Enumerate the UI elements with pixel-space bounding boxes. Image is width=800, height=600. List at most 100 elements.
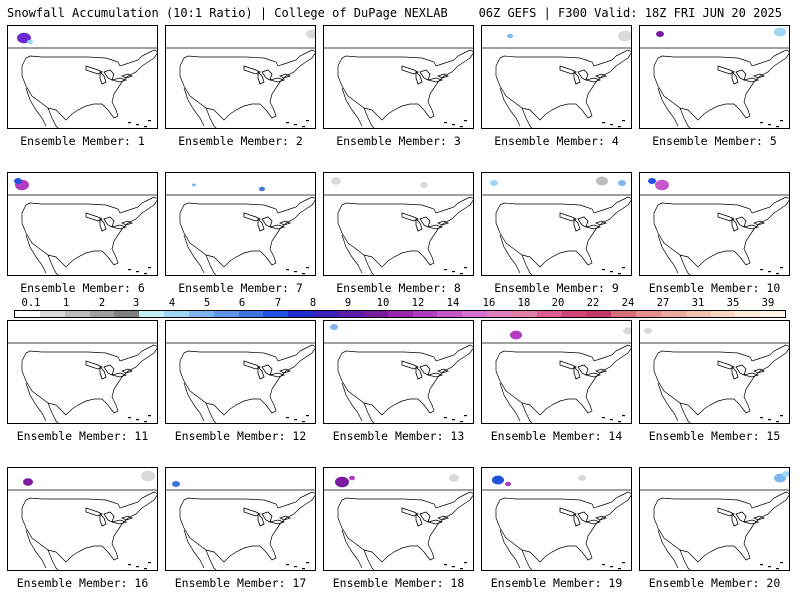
great-lake [419, 69, 431, 81]
great-lake [99, 366, 107, 380]
great-lake [752, 73, 766, 79]
us-map-outline [8, 342, 157, 423]
great-lake [257, 513, 265, 527]
color-scale-swatch [611, 311, 637, 317]
island [776, 421, 779, 423]
ensemble-member-label: Ensemble Member: 11 [16, 429, 149, 443]
great-lake [594, 220, 608, 226]
island [618, 421, 621, 423]
great-lake [573, 71, 581, 85]
us-map-outline [640, 328, 789, 423]
great-lake [743, 77, 760, 83]
color-scale-swatch [164, 311, 189, 317]
great-lake [594, 515, 608, 521]
snowfall-area [623, 327, 631, 335]
great-lake [120, 368, 134, 374]
mexico-coastline [183, 382, 217, 423]
color-scale-swatch [710, 311, 736, 317]
great-lake [427, 519, 444, 525]
snowfall-area [17, 32, 31, 44]
color-scale-swatch [15, 311, 40, 317]
mexico-coastline [25, 382, 59, 423]
great-lake [743, 224, 760, 230]
island [768, 124, 771, 126]
color-scale-label: 12 [411, 297, 425, 309]
us-map-outline [166, 183, 315, 275]
us-coastline [179, 344, 315, 416]
us-map-outline [324, 47, 473, 128]
us-coastline [653, 49, 789, 121]
island [286, 269, 289, 271]
great-lake [103, 511, 115, 523]
island [294, 271, 297, 273]
color-scale-swatch [760, 311, 786, 317]
us-map-outline [8, 178, 157, 275]
snowfall-area [774, 27, 786, 37]
color-scale-swatch [213, 311, 239, 317]
color-scale-label: 24 [621, 297, 635, 309]
us-coastline [21, 491, 157, 563]
ensemble-member-label: Ensemble Member: 2 [178, 134, 303, 148]
us-map-outline [324, 177, 473, 275]
great-lake [752, 515, 766, 521]
ensemble-member-map [323, 467, 474, 571]
island [148, 120, 151, 122]
island [144, 568, 147, 570]
ensemble-member-label: Ensemble Member: 15 [648, 429, 781, 443]
island [460, 126, 463, 128]
ensemble-member-label: Ensemble Member: 10 [648, 281, 781, 295]
mexico-coastline [183, 529, 217, 570]
mexico-coastline [499, 234, 533, 275]
great-lake [415, 513, 423, 527]
us-map-outline [482, 30, 631, 128]
great-lake [577, 69, 589, 81]
color-scale-swatch [511, 311, 537, 317]
island [768, 271, 771, 273]
ensemble-member-label: Ensemble Member: 17 [174, 576, 307, 590]
ensemble-member-map [639, 467, 790, 571]
ensemble-member-map [481, 320, 632, 424]
great-lake [743, 372, 760, 378]
snowfall-area [259, 186, 265, 192]
great-lake [415, 218, 423, 232]
us-map-outline [640, 27, 789, 128]
island [144, 273, 147, 275]
ensemble-member-label: Ensemble Member: 18 [332, 576, 465, 590]
color-scale-swatch [89, 311, 115, 317]
great-lake [717, 507, 735, 517]
great-lake [99, 513, 107, 527]
great-lake [717, 212, 735, 222]
great-lake [594, 73, 608, 79]
color-scale-swatch [387, 311, 413, 317]
island [760, 564, 763, 566]
mexico-coastline [657, 529, 691, 570]
great-lake [585, 519, 602, 525]
snowfall-area [492, 475, 504, 485]
ensemble-member-label: Ensemble Member: 14 [490, 429, 623, 443]
us-coastline [495, 491, 631, 563]
us-map-outline [640, 471, 789, 570]
island [294, 566, 297, 568]
great-lake [415, 71, 423, 85]
island [302, 273, 305, 275]
island [464, 415, 467, 417]
color-scale-label: 35 [726, 297, 740, 309]
snowfall-area [648, 178, 656, 184]
ensemble-member-map [481, 172, 632, 276]
great-lake [419, 364, 431, 376]
snowfall-area [507, 33, 513, 39]
model-run-info: 06Z GEFS | F300 Valid: 18Z FRI JUN 20 20… [478, 6, 782, 20]
us-map-outline [8, 470, 157, 570]
island [144, 421, 147, 423]
island [760, 269, 763, 271]
island [136, 419, 139, 421]
great-lake [278, 220, 292, 226]
great-lake [577, 216, 589, 228]
great-lake [735, 69, 747, 81]
great-lake [120, 515, 134, 521]
great-lake [731, 513, 739, 527]
us-coastline [179, 196, 315, 268]
color-scale-swatch [462, 311, 488, 317]
great-lake [257, 71, 265, 85]
island [602, 122, 605, 124]
